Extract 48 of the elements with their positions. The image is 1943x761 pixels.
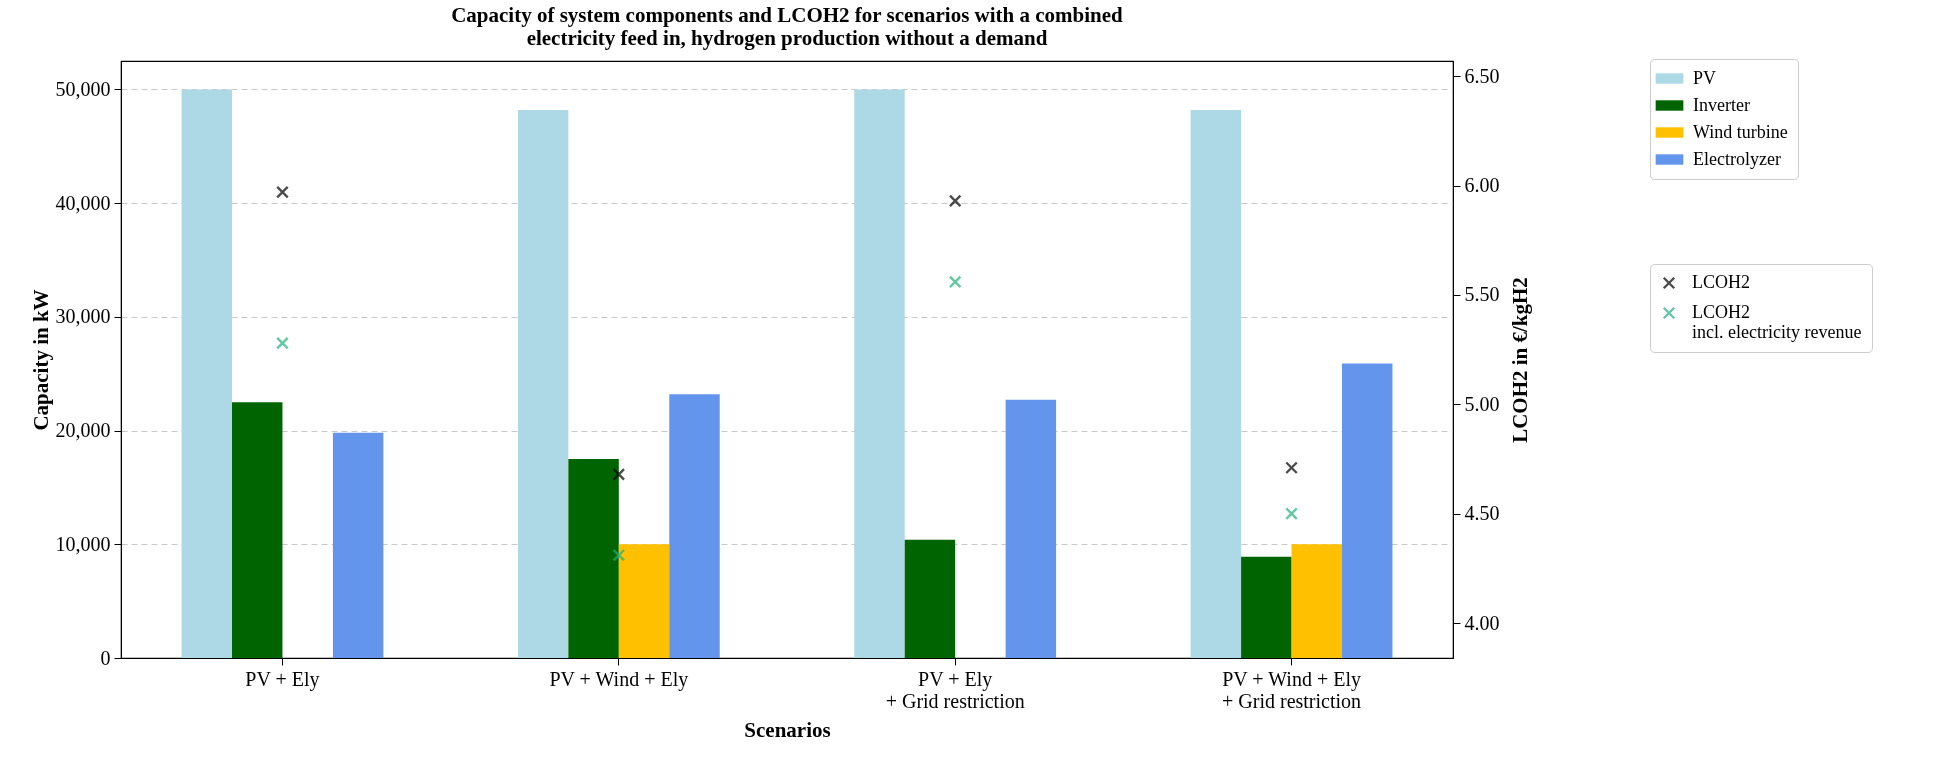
legend-label: Inverter	[1693, 94, 1750, 115]
y-tick-label: 10,000	[55, 532, 111, 555]
legend-label: Electrolyzer	[1693, 148, 1781, 169]
chart-title: Capacity of system components and LCOH2 for scenarios with a combined electricity feed in, hydrogen production without a demand	[451, 2, 1124, 50]
bar	[854, 89, 905, 658]
y-tick-label: 50,000	[55, 77, 111, 100]
bar	[517, 109, 569, 658]
x-tick-label: PV + Ely	[245, 667, 320, 691]
bar	[1190, 109, 1242, 658]
point	[1285, 507, 1298, 521]
y2-tick-label: 5.50	[1464, 283, 1500, 306]
bar	[1291, 544, 1342, 658]
y2-tick-label: 4.50	[1464, 502, 1500, 525]
bar	[181, 89, 232, 658]
x-axis-title: Scenarios	[744, 717, 831, 742]
x-tick-label: PV + Wind + Ely + Grid restriction	[1222, 667, 1362, 712]
bar	[618, 544, 670, 658]
point	[276, 185, 289, 199]
y-tick-label: 0	[100, 646, 111, 669]
legend-label: LCOH2 incl. electricity revenue	[1692, 302, 1862, 342]
bar	[1342, 363, 1393, 658]
y-tick-label: 30,000	[55, 305, 111, 328]
y2-tick-label: 4.00	[1464, 611, 1500, 634]
point	[612, 467, 626, 481]
legend-label: LCOH2	[1692, 272, 1750, 292]
point	[948, 275, 962, 289]
y2-tick-label: 5.00	[1464, 392, 1500, 415]
bar	[904, 539, 956, 658]
bar	[1005, 399, 1057, 658]
point	[1285, 461, 1298, 475]
bar	[1241, 556, 1292, 658]
y2-tick-label: 6.50	[1464, 64, 1500, 87]
y-tick-label: 20,000	[55, 419, 111, 442]
x-tick-label: PV + Ely + Grid restriction	[885, 667, 1025, 712]
y-tick-label: 40,000	[55, 191, 111, 214]
point	[612, 548, 626, 562]
legend-label: Wind turbine	[1693, 121, 1788, 142]
point	[276, 336, 289, 350]
x-tick-label: PV + Wind + Ely	[549, 667, 689, 691]
y-axis-title: Capacity in kW	[28, 289, 53, 431]
bar	[232, 402, 283, 658]
y2-axis-title: LCOH2 in €/kgH2	[1507, 277, 1532, 443]
legend-label: PV	[1693, 67, 1717, 88]
y2-tick-label: 6.00	[1464, 174, 1500, 197]
bar	[332, 432, 384, 658]
point	[948, 194, 962, 208]
bar	[669, 394, 720, 658]
bar	[568, 459, 619, 658]
